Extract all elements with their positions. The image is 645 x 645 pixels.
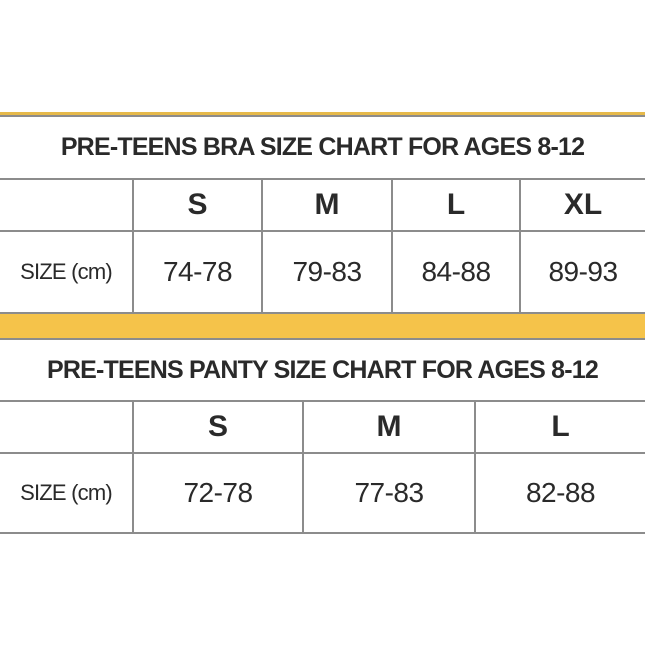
header-row: S M L XL <box>0 178 645 232</box>
size-header: M <box>261 178 393 232</box>
empty-cell <box>0 400 134 454</box>
title-row: PRE-TEENS PANTY SIZE CHART FOR AGES 8-12 <box>0 338 645 402</box>
separator-stripe <box>0 312 645 338</box>
size-header: M <box>302 400 476 454</box>
empty-cell <box>0 178 134 232</box>
size-value: 79-83 <box>261 230 393 314</box>
size-value: 72-78 <box>132 452 304 534</box>
size-value: 74-78 <box>132 230 263 314</box>
size-header: S <box>132 400 304 454</box>
top-border <box>0 112 645 115</box>
size-header: S <box>132 178 263 232</box>
row-label: SIZE (cm) <box>0 230 134 314</box>
table-title: PRE-TEENS BRA SIZE CHART FOR AGES 8-12 <box>0 115 645 180</box>
size-value: 77-83 <box>302 452 476 534</box>
data-row: SIZE (cm) 74-78 79-83 84-88 89-93 <box>0 230 645 314</box>
data-row: SIZE (cm) 72-78 77-83 82-88 <box>0 452 645 534</box>
size-header: XL <box>518 178 645 232</box>
title-row: PRE-TEENS BRA SIZE CHART FOR AGES 8-12 <box>0 115 645 180</box>
size-value: 82-88 <box>473 452 645 534</box>
size-table: PRE-TEENS PANTY SIZE CHART FOR AGES 8-12… <box>0 338 645 534</box>
size-value: 89-93 <box>518 230 645 314</box>
size-table: PRE-TEENS BRA SIZE CHART FOR AGES 8-12 S M… <box>0 115 645 314</box>
size-header: L <box>391 178 521 232</box>
table-title: PRE-TEENS PANTY SIZE CHART FOR AGES 8-12 <box>0 338 645 402</box>
size-value: 84-88 <box>391 230 521 314</box>
row-label: SIZE (cm) <box>0 452 134 534</box>
size-header: L <box>473 400 645 454</box>
